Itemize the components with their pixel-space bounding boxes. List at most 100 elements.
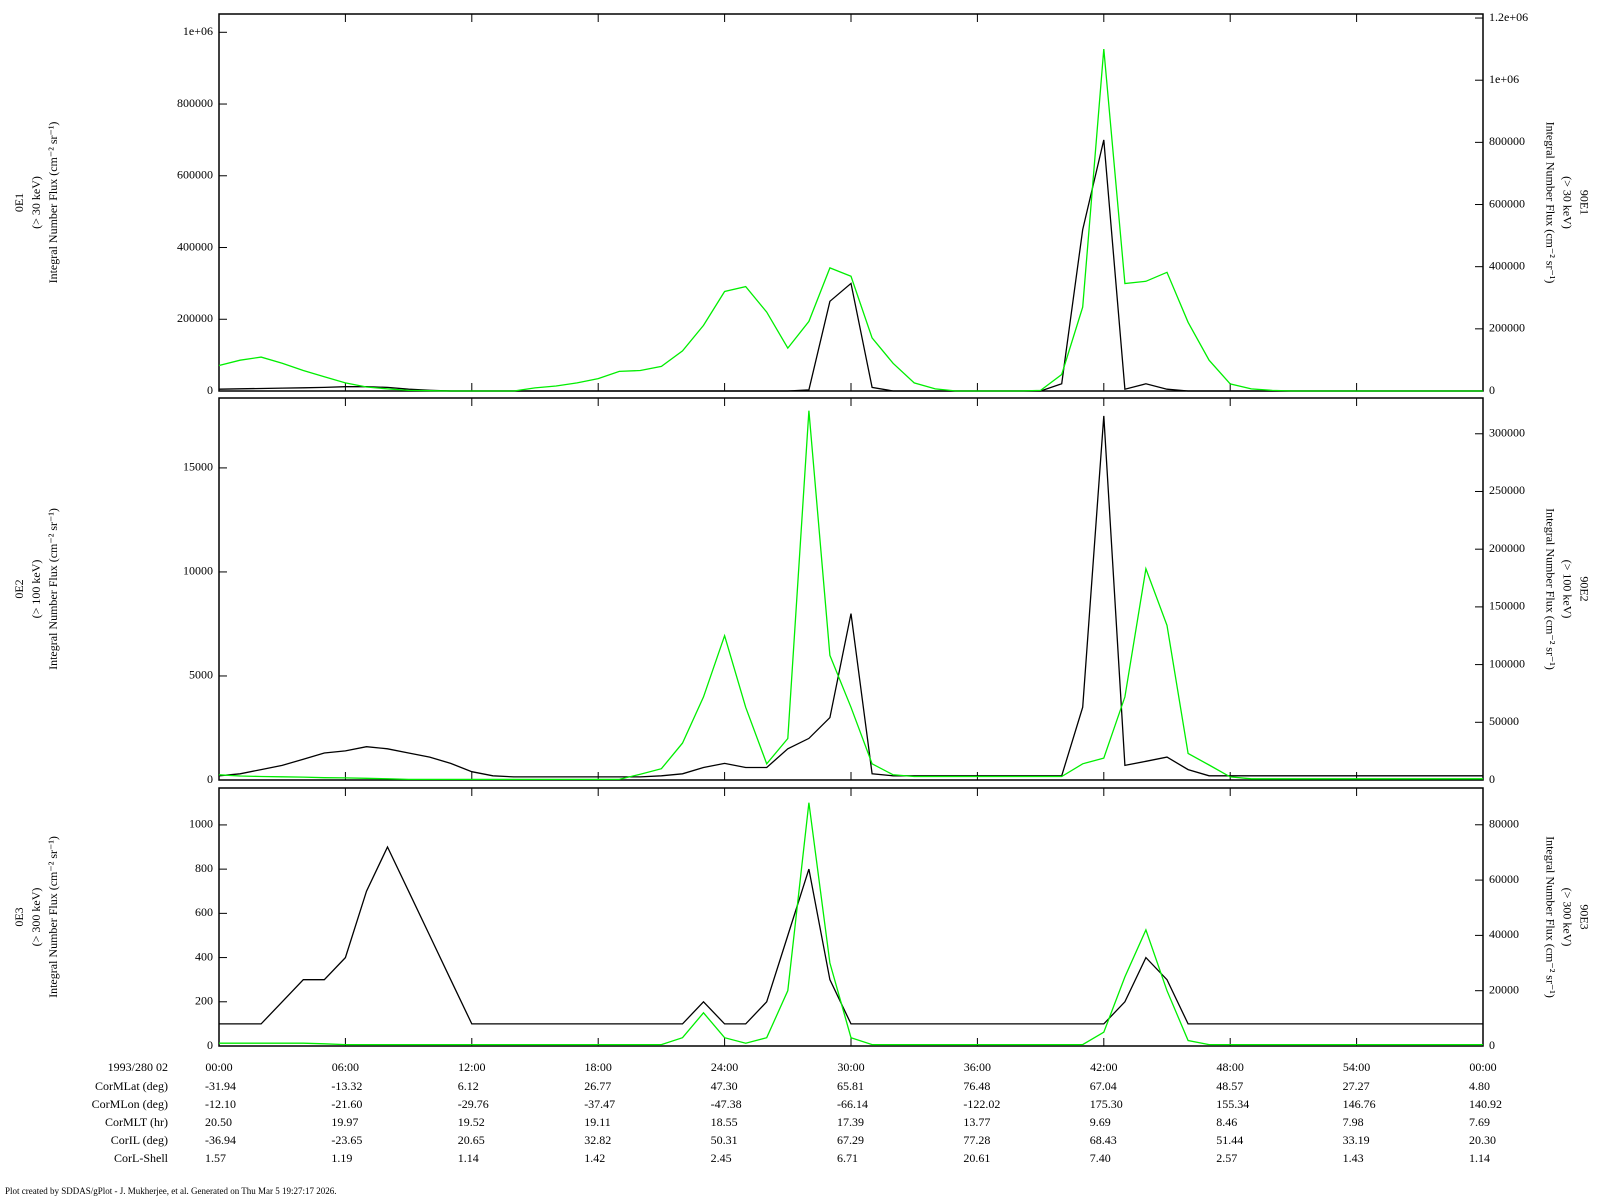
y2-tick-label: 1e+06 xyxy=(1489,72,1519,86)
y-axis-label: 0E1 xyxy=(12,193,26,212)
ephemeris-value: 1.14 xyxy=(1469,1151,1490,1165)
ephemeris-value: 7.40 xyxy=(1090,1151,1111,1165)
ephemeris-value: 47.30 xyxy=(711,1079,738,1093)
ephemeris-value: 51.44 xyxy=(1216,1133,1243,1147)
ephemeris-value: 146.76 xyxy=(1343,1097,1376,1111)
y-tick-label: 0 xyxy=(207,772,213,786)
ephemeris-value: 155.34 xyxy=(1216,1097,1249,1111)
ephemeris-value: 1.19 xyxy=(331,1151,352,1165)
y-tick-label: 200000 xyxy=(177,311,213,325)
ephemeris-value: 175.30 xyxy=(1090,1097,1123,1111)
y2-axis-label: Integral Number Flux (cm⁻² sr⁻¹) xyxy=(1543,836,1557,998)
ephemeris-value: 1.14 xyxy=(458,1151,479,1165)
ephemeris-value: -23.65 xyxy=(331,1133,362,1147)
y-axis-label: (> 30 keV) xyxy=(29,176,43,229)
y2-tick-label: 600000 xyxy=(1489,196,1525,210)
ephemeris-value: 27.27 xyxy=(1343,1079,1370,1093)
ephemeris-value: 77.28 xyxy=(963,1133,990,1147)
ephemeris-value: -122.02 xyxy=(963,1097,1000,1111)
y2-tick-label: 50000 xyxy=(1489,714,1519,728)
y-tick-label: 5000 xyxy=(189,668,213,682)
x-tick-label: 00:00 xyxy=(1469,1060,1496,1074)
y-tick-label: 200 xyxy=(195,994,213,1008)
ephemeris-value: 17.39 xyxy=(837,1115,864,1129)
y2-tick-label: 400000 xyxy=(1489,258,1525,272)
y-tick-label: 1000 xyxy=(189,817,213,831)
ephemeris-value: 20.30 xyxy=(1469,1133,1496,1147)
ephemeris-value: 67.04 xyxy=(1090,1079,1117,1093)
ephemeris-value: 13.77 xyxy=(963,1115,990,1129)
y2-tick-label: 100000 xyxy=(1489,656,1525,670)
x-tick-label: 30:00 xyxy=(837,1060,864,1074)
ephemeris-value: 19.97 xyxy=(331,1115,358,1129)
y-axis-label: Integral Number Flux (cm⁻² sr⁻¹) xyxy=(46,508,60,670)
y-tick-label: 15000 xyxy=(183,460,213,474)
x-tick-label: 06:00 xyxy=(332,1060,359,1074)
y2-tick-label: 0 xyxy=(1489,772,1495,786)
ephemeris-value: 9.69 xyxy=(1090,1115,1111,1129)
ephemeris-value: 6.12 xyxy=(458,1079,479,1093)
y2-axis-label: 90E1 xyxy=(1577,190,1591,215)
y2-tick-label: 1.2e+06 xyxy=(1489,10,1528,24)
x-tick-label: 36:00 xyxy=(964,1060,991,1074)
y-axis-label: (> 300 keV) xyxy=(29,888,43,947)
ephemeris-value: 1.43 xyxy=(1343,1151,1364,1165)
y2-tick-label: 200000 xyxy=(1489,321,1525,335)
y-axis-label: Integral Number Flux (cm⁻² sr⁻¹) xyxy=(46,122,60,284)
ephemeris-value: -37.47 xyxy=(584,1097,615,1111)
x-label: 1993/280 02 xyxy=(108,1060,168,1074)
y-axis-label: (> 100 keV) xyxy=(29,560,43,619)
ephemeris-value: -13.32 xyxy=(331,1079,362,1093)
ephemeris-value: 20.61 xyxy=(963,1151,990,1165)
ephemeris-value: -21.60 xyxy=(331,1097,362,1111)
y2-tick-label: 0 xyxy=(1489,383,1495,397)
ephemeris-label: CorMLon (deg) xyxy=(92,1097,168,1111)
y-axis-label: 0E3 xyxy=(12,907,26,926)
y2-tick-label: 80000 xyxy=(1489,817,1519,831)
y2-tick-label: 60000 xyxy=(1489,872,1519,886)
y2-tick-label: 800000 xyxy=(1489,134,1525,148)
ephemeris-value: -12.10 xyxy=(205,1097,236,1111)
ephemeris-value: 7.98 xyxy=(1343,1115,1364,1129)
x-tick-label: 24:00 xyxy=(711,1060,738,1074)
y-tick-label: 400000 xyxy=(177,239,213,253)
y2-tick-label: 250000 xyxy=(1489,483,1525,497)
ephemeris-label: CorMLT (hr) xyxy=(105,1115,168,1129)
ephemeris-value: -36.94 xyxy=(205,1133,236,1147)
ephemeris-value: 68.43 xyxy=(1090,1133,1117,1147)
data-line xyxy=(218,410,1483,781)
x-tick-label: 18:00 xyxy=(585,1060,612,1074)
plot-frame xyxy=(218,397,1484,781)
ephemeris-value: 6.71 xyxy=(837,1151,858,1165)
ephemeris-value: -31.94 xyxy=(205,1079,236,1093)
y-axis-label: Integral Number Flux (cm⁻² sr⁻¹) xyxy=(46,836,60,998)
ephemeris-value: 76.48 xyxy=(963,1079,990,1093)
ephemeris-value: 8.46 xyxy=(1216,1115,1237,1129)
ephemeris-value: -66.14 xyxy=(837,1097,868,1111)
data-line xyxy=(219,802,1483,1046)
y-axis-label: 0E2 xyxy=(12,579,26,598)
ephemeris-value: 18.55 xyxy=(711,1115,738,1129)
y2-axis-label: 90E2 xyxy=(1577,576,1591,601)
ephemeris-value: 1.57 xyxy=(205,1151,226,1165)
y2-axis-label: (> 100 keV) xyxy=(1560,560,1574,619)
y2-tick-label: 0 xyxy=(1489,1038,1495,1052)
y-tick-label: 1e+06 xyxy=(183,24,213,38)
data-line xyxy=(218,49,1483,392)
ephemeris-value: 1.42 xyxy=(584,1151,605,1165)
y2-tick-label: 300000 xyxy=(1489,426,1525,440)
x-tick-label: 54:00 xyxy=(1343,1060,1370,1074)
y-tick-label: 0 xyxy=(207,383,213,397)
ephemeris-value: 65.81 xyxy=(837,1079,864,1093)
ephemeris-value: 20.65 xyxy=(458,1133,485,1147)
x-tick-label: 00:00 xyxy=(205,1060,232,1074)
footer: Plot created by SDDAS/gPlot - J. Mukherj… xyxy=(5,1186,337,1196)
y2-axis-label: Integral Number Flux (cm⁻² sr⁻¹) xyxy=(1543,508,1557,670)
y-tick-label: 800 xyxy=(195,861,213,875)
ephemeris-value: 19.52 xyxy=(458,1115,485,1129)
y-tick-label: 10000 xyxy=(183,564,213,578)
data-line xyxy=(218,415,1483,778)
ephemeris-value: 2.57 xyxy=(1216,1151,1237,1165)
x-tick-label: 12:00 xyxy=(458,1060,485,1074)
y-tick-label: 800000 xyxy=(177,96,213,110)
